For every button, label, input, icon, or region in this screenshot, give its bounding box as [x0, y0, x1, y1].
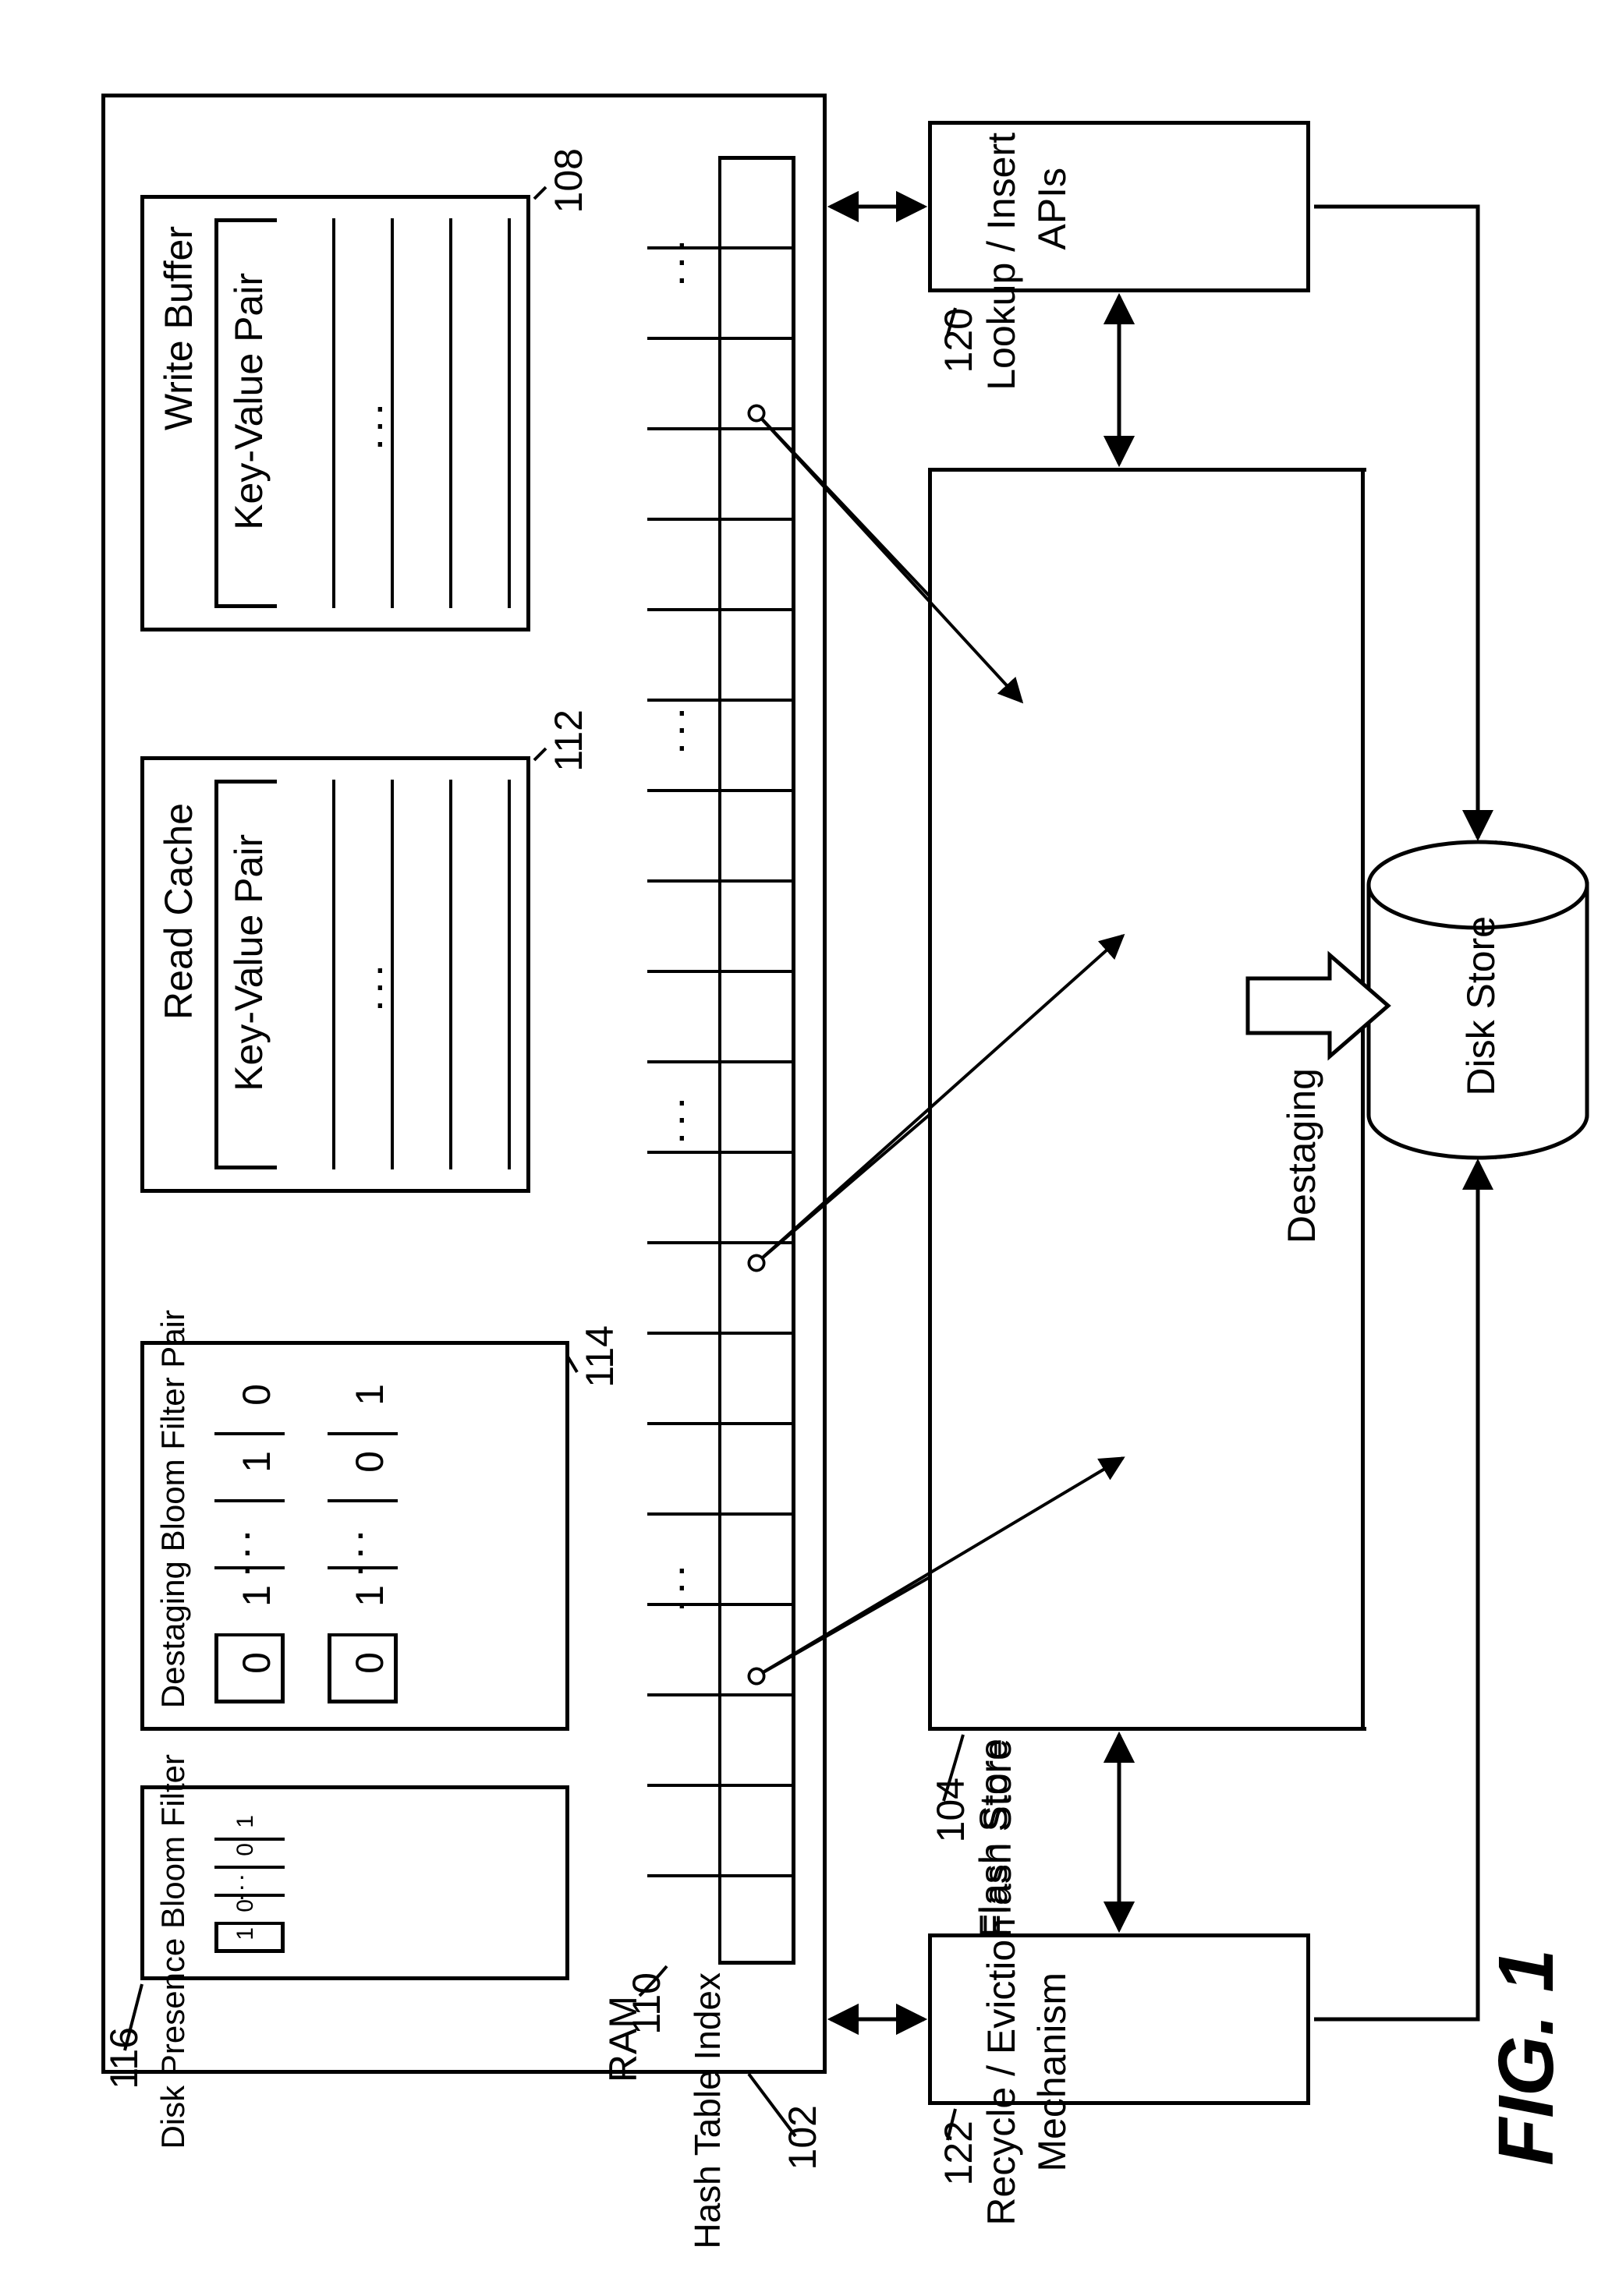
hash-row — [647, 1060, 795, 1063]
dbf-ref: 114 — [577, 1325, 622, 1388]
dbf2-0: 1 — [347, 1384, 392, 1406]
dbf1-dots: ··· — [240, 1524, 255, 1576]
hash-row — [647, 337, 795, 340]
rc-row — [452, 780, 511, 1169]
wb-row — [277, 218, 335, 608]
lookup-ref: 120 — [936, 308, 981, 373]
dp-c — [214, 1869, 285, 1897]
figure-stage: RAM 102 Write Buffer Key-Value Pair ··· … — [0, 0, 1619, 2296]
dpbf-ref: 116 — [101, 2027, 147, 2089]
hash-row — [647, 1512, 795, 1516]
rc-row — [394, 780, 452, 1169]
figure-label: FIG. 1 — [1482, 1949, 1571, 2166]
dp-4: 1 — [232, 1927, 259, 1940]
hash-row — [647, 1241, 795, 1244]
hash-label: Hash Table Index — [686, 1972, 729, 2249]
destaging-bf-title: Destaging Bloom Filter Pair — [154, 1310, 192, 1708]
dbf1-0: 0 — [234, 1384, 279, 1406]
flash-ref: 104 — [928, 1778, 973, 1842]
hash-row — [647, 427, 795, 430]
dp-dots: ··· — [238, 1871, 246, 1901]
dbf2-4: 0 — [347, 1652, 392, 1674]
dbf1-3: 1 — [234, 1585, 279, 1607]
lookup-bottom: APIs — [1029, 168, 1075, 250]
read-cache-subtitle: Key-Value Pair — [226, 834, 271, 1091]
flash-label2: Flash Store — [971, 1739, 1016, 1938]
recycle-top: Recycle / Eviction — [979, 1918, 1024, 2226]
hash-row — [647, 789, 795, 792]
hash-row — [647, 1693, 795, 1696]
dbf1-4: 0 — [234, 1652, 279, 1674]
wb-ref: 108 — [546, 148, 591, 213]
hash-row — [647, 1332, 795, 1335]
recycle-bottom: Mechanism — [1029, 1972, 1075, 2172]
wb-row — [452, 218, 511, 608]
lookup-top: Lookup / Insert — [979, 133, 1024, 391]
hash-row — [647, 246, 795, 249]
h-d1: ··· — [675, 234, 689, 286]
dp-1: 0 — [232, 1843, 259, 1856]
rc-ref: 112 — [546, 709, 591, 772]
dp-0: 1 — [232, 1815, 259, 1828]
wb-row — [394, 218, 452, 608]
hash-row — [647, 970, 795, 973]
hash-row — [647, 1422, 795, 1425]
recycle-ref: 122 — [936, 2121, 981, 2185]
write-buffer-title: Write Buffer — [156, 226, 201, 430]
disk-bf-box — [140, 1785, 569, 1980]
dbf2-dots: ··· — [353, 1524, 368, 1576]
read-cache-title: Read Cache — [156, 803, 201, 1020]
dbf1-1: 1 — [234, 1451, 279, 1473]
disk-label2: Disk Store — [1458, 916, 1504, 1096]
disk-bf-title: Disk Presence Bloom Filter — [154, 1754, 192, 2149]
hash-row — [647, 879, 795, 883]
hash-row — [647, 1603, 795, 1606]
rc-row — [277, 780, 335, 1169]
wb-dots: ··· — [373, 398, 388, 450]
h-d4: ··· — [675, 1559, 689, 1611]
ram-ref: 102 — [780, 2105, 825, 2170]
hash-row — [647, 1784, 795, 1787]
dbf2-3: 1 — [347, 1585, 392, 1607]
hash-row — [647, 608, 795, 611]
hash-row — [647, 1151, 795, 1154]
h-d3: ··· — [675, 1091, 689, 1144]
h-d2: ··· — [675, 702, 689, 754]
rc-dots: ··· — [373, 959, 388, 1011]
hash-row — [647, 1874, 795, 1877]
write-buffer-subtitle: Key-Value Pair — [226, 273, 271, 530]
hash-row — [647, 518, 795, 521]
dbf2-1: 0 — [347, 1451, 392, 1473]
destaging-label: Destaging — [1279, 1068, 1324, 1244]
dp-3: 0 — [232, 1899, 259, 1912]
hash-ref: 110 — [624, 1972, 669, 2035]
hash-row — [647, 699, 795, 702]
